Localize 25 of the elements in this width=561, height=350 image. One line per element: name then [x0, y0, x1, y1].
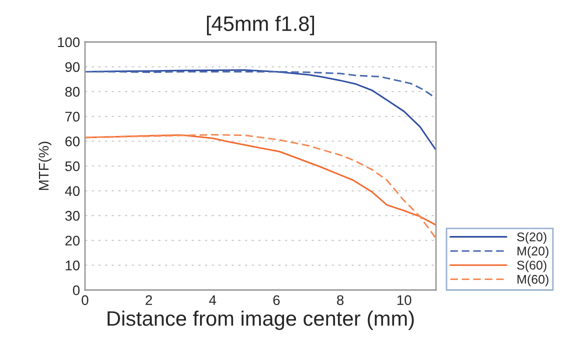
chart-title: [45mm f1.8] — [206, 16, 314, 36]
y-tick-label: 100 — [58, 37, 80, 48]
y-tick-label: 20 — [65, 236, 80, 246]
x-tick-label: 6 — [273, 295, 280, 306]
y-tick-label: 70 — [65, 112, 80, 122]
y-tick-label: 40 — [65, 186, 80, 196]
x-tick-label: 0 — [82, 295, 88, 306]
legend-label: M(60) — [518, 274, 548, 286]
x-tick-label: 2 — [146, 295, 152, 305]
x-axis-title: Distance from image center (mm) — [108, 310, 414, 330]
x-tick-label: 4 — [209, 295, 216, 305]
y-tick-label: 10 — [66, 260, 80, 270]
y-tick-label: 80 — [65, 86, 80, 97]
legend-label: S(60) — [517, 260, 546, 272]
legend-label: S(20) — [517, 232, 546, 244]
y-axis-title: MTF(%) — [38, 142, 52, 190]
y-tick-label: 0 — [72, 285, 80, 296]
x-tick-label: 10 — [397, 295, 412, 306]
y-tick-label: 90 — [65, 62, 80, 72]
line-series — [85, 70, 436, 100]
y-tick-label: 30 — [65, 210, 80, 221]
y-tick-label: 60 — [65, 136, 80, 146]
x-tick-label: 8 — [337, 295, 344, 306]
y-tick-label: 50 — [65, 161, 80, 172]
legend-label: M(20) — [518, 246, 548, 258]
